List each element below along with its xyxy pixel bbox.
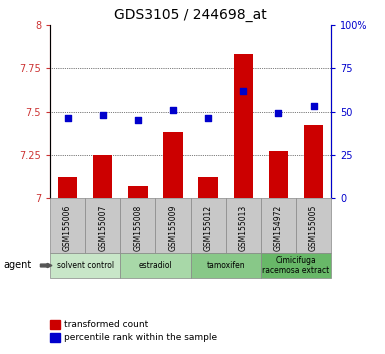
Bar — [199, 177, 218, 198]
Text: solvent control: solvent control — [57, 261, 114, 270]
Point — [100, 112, 106, 118]
Point — [65, 116, 71, 121]
Text: GSM155006: GSM155006 — [63, 205, 72, 251]
Point — [275, 110, 281, 116]
Text: tamoxifen: tamoxifen — [206, 261, 245, 270]
Text: GSM155012: GSM155012 — [204, 205, 213, 251]
Bar — [234, 54, 253, 198]
Text: GSM155009: GSM155009 — [169, 205, 177, 251]
Text: agent: agent — [4, 261, 32, 270]
Text: GSM154972: GSM154972 — [274, 205, 283, 251]
Point — [205, 116, 211, 121]
Text: transformed count: transformed count — [64, 320, 148, 330]
Text: GSM155013: GSM155013 — [239, 205, 248, 251]
Point — [135, 118, 141, 123]
Text: GSM155007: GSM155007 — [98, 205, 107, 251]
Bar — [163, 132, 182, 198]
Bar — [58, 177, 77, 198]
Text: GSM155008: GSM155008 — [133, 205, 142, 251]
Point — [170, 107, 176, 113]
Bar — [128, 186, 147, 198]
Bar — [304, 125, 323, 198]
Point — [240, 88, 246, 93]
Title: GDS3105 / 244698_at: GDS3105 / 244698_at — [114, 8, 267, 22]
Text: Cimicifuga
racemosa extract: Cimicifuga racemosa extract — [262, 256, 330, 275]
Point — [310, 103, 316, 109]
Bar — [93, 155, 112, 198]
Text: percentile rank within the sample: percentile rank within the sample — [64, 333, 217, 342]
Text: estradiol: estradiol — [139, 261, 172, 270]
Text: GSM155005: GSM155005 — [309, 205, 318, 251]
Bar — [269, 152, 288, 198]
